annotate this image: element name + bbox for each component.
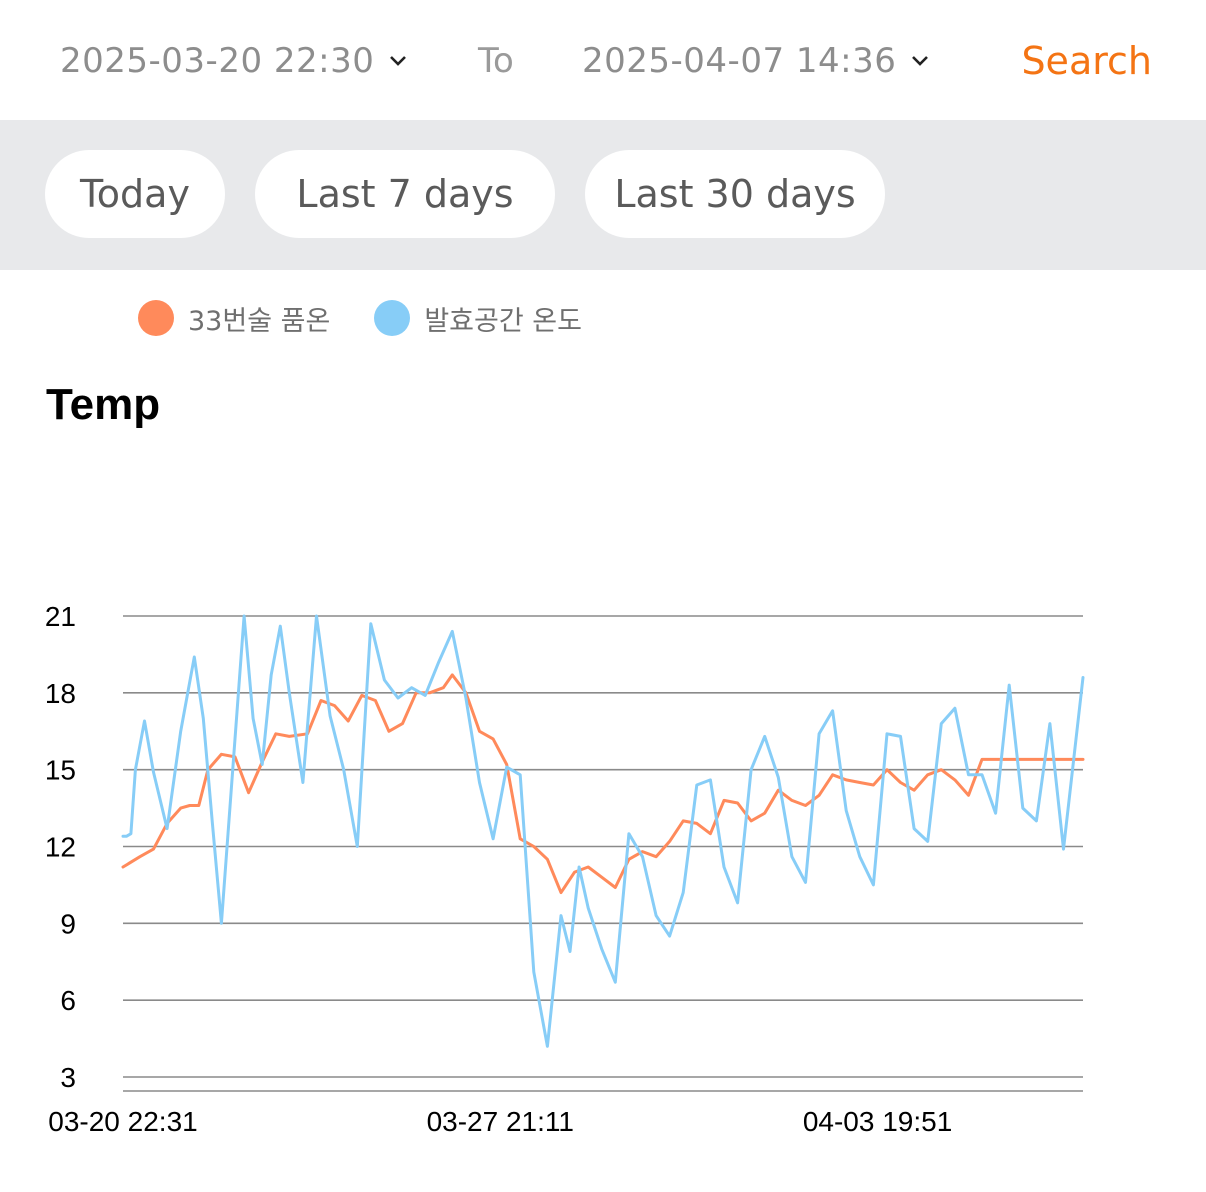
y-tick-label: 3 [60,1062,76,1093]
y-tick-label: 6 [60,985,76,1016]
y-tick-label: 18 [45,678,76,709]
y-tick-label: 21 [45,601,76,632]
x-tick-label: 03-20 22:31 [48,1106,197,1137]
last-30-days-button[interactable]: Last 30 days [585,150,885,238]
chart-legend: 33번술 품온 발효공간 온도 [138,298,626,338]
chart-title: Temp [46,380,161,429]
chevron-down-icon [388,54,408,68]
temperature-line-chart: 3 6 9 12 15 18 21 03-20 22:31 03-27 21:11 04-03 1… [45,601,1085,1137]
legend-dot [374,300,411,336]
from-date-select[interactable]: 2025-03-20 22:30 [60,38,408,84]
today-button[interactable]: Today [45,150,225,238]
legend-label: 33번술 품온 [188,305,331,337]
x-tick-label: 03-27 21:11 [427,1106,574,1137]
series-line-a [121,673,1085,895]
from-date-value: 2025-03-20 22:30 [60,41,375,81]
legend-label: 발효공간 온도 [424,305,582,337]
to-date-select[interactable]: 2025-04-07 14:36 [582,38,930,84]
legend-item-series-b[interactable]: 발효공간 온도 [374,299,582,338]
x-tick-label: 04-03 19:51 [803,1106,952,1137]
legend-item-series-a[interactable]: 33번술 품온 [138,299,330,338]
to-date-value: 2025-04-07 14:36 [582,41,897,81]
to-label: To [478,41,514,81]
y-tick-label: 15 [45,755,76,786]
quick-range-bar: Today Last 7 days Last 30 days [0,120,1206,270]
y-tick-label: 9 [60,908,76,939]
legend-dot [138,300,174,336]
y-tick-label: 12 [45,832,76,863]
search-button[interactable]: Search [1021,39,1152,83]
chevron-down-icon [910,54,930,68]
series-line-b [121,614,1085,1048]
last-7-days-button[interactable]: Last 7 days [255,150,555,238]
date-range-bar: 2025-03-20 22:30 To 2025-04-07 14:36 Sea… [0,0,1206,120]
